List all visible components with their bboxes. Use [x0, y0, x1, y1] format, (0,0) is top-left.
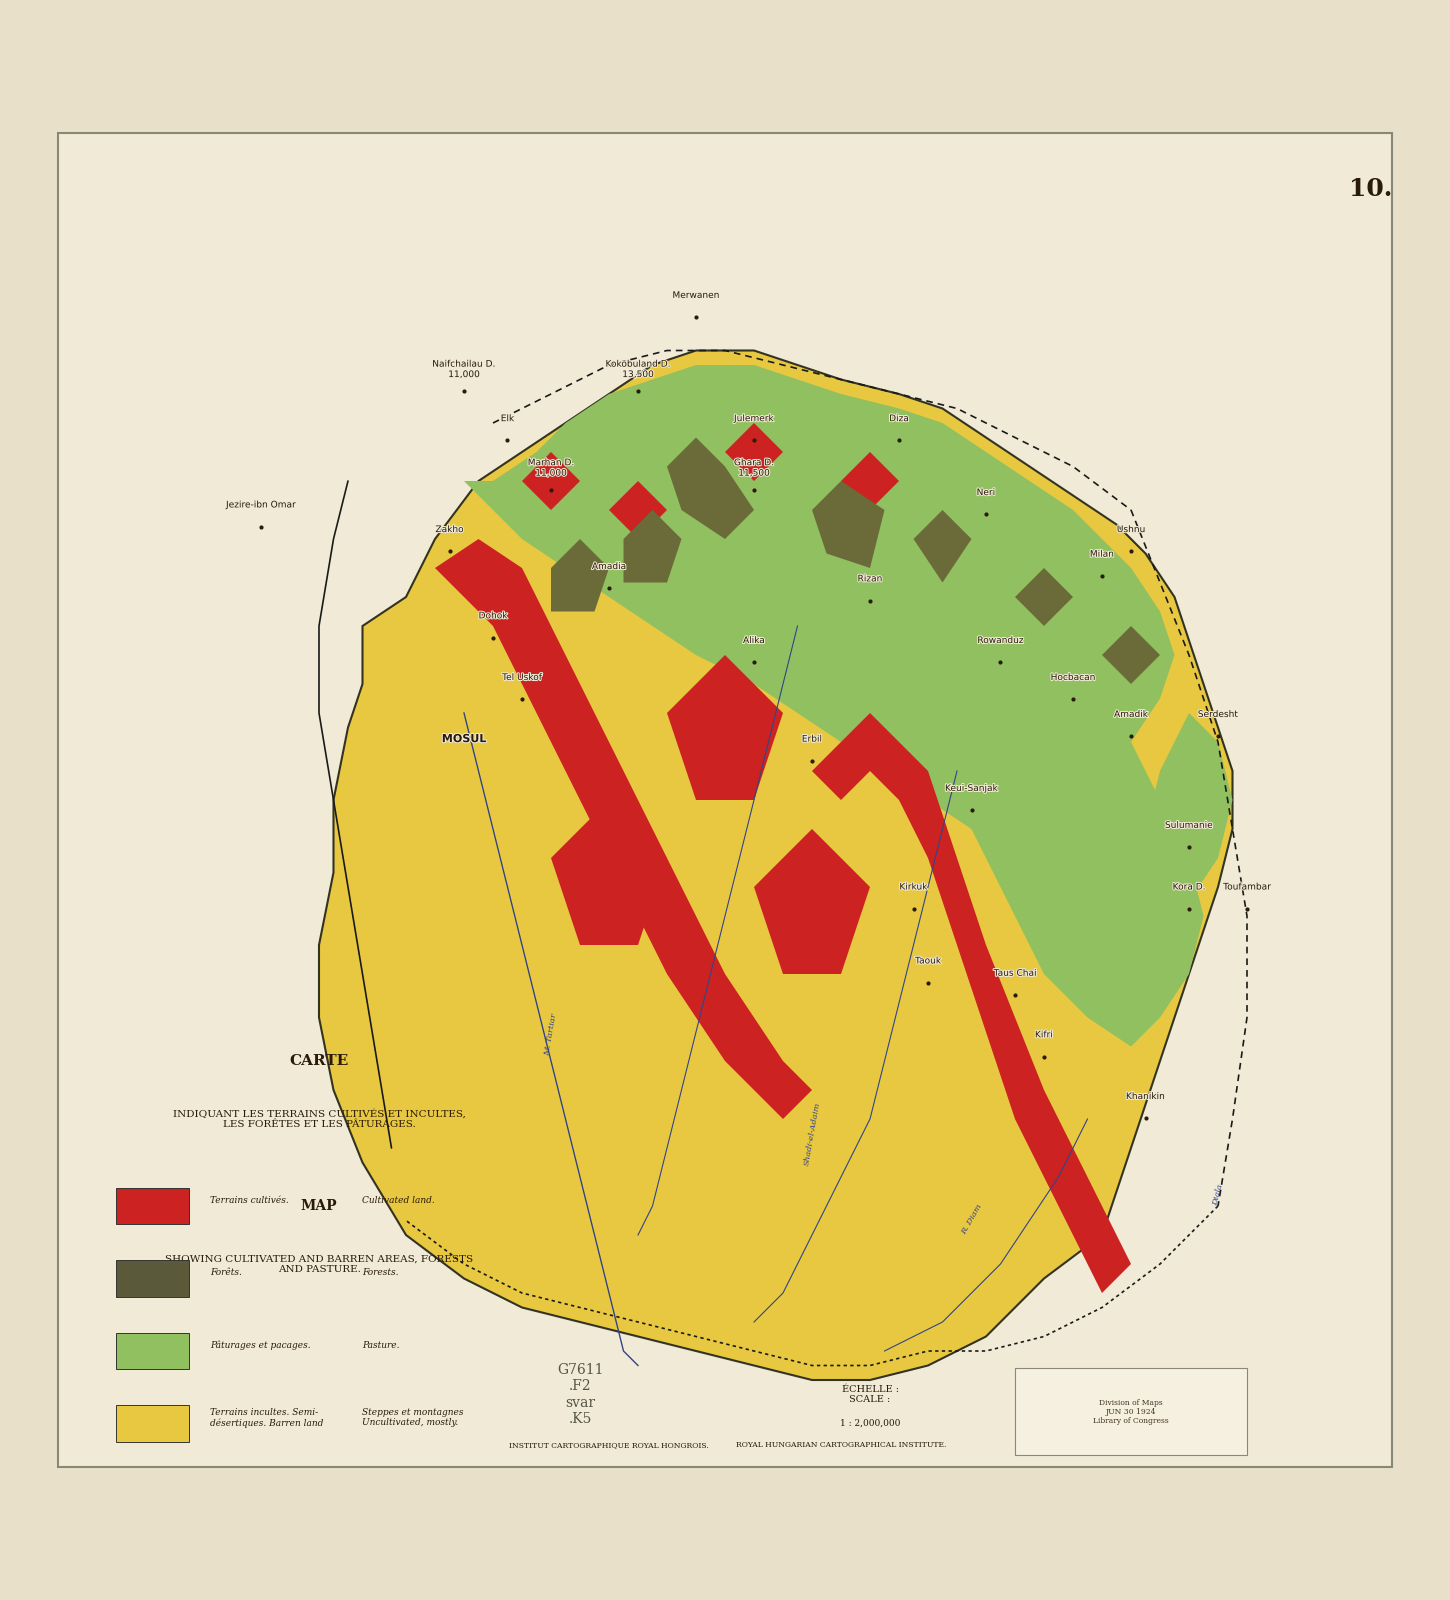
Text: ROYAL HUNGARIAN CARTOGRAPHICAL INSTITUTE.: ROYAL HUNGARIAN CARTOGRAPHICAL INSTITUTE…	[735, 1442, 947, 1450]
Text: Ushnu: Ushnu	[1116, 525, 1146, 534]
Bar	[1015, 1368, 1247, 1456]
Polygon shape	[1015, 568, 1073, 626]
Text: Sulumanie: Sulumanie	[1164, 821, 1214, 830]
Polygon shape	[667, 437, 754, 539]
Text: 10.: 10.	[1348, 176, 1392, 200]
Polygon shape	[725, 422, 783, 482]
Text: Terrains incultes. Semi-
désertiques. Barren land: Terrains incultes. Semi- désertiques. Ba…	[210, 1408, 323, 1427]
Text: Milan: Milan	[1090, 550, 1114, 558]
Bar	[116, 1333, 188, 1370]
Bar	[116, 1187, 188, 1224]
Polygon shape	[1102, 626, 1160, 683]
Polygon shape	[667, 654, 783, 800]
Text: Ghara D.
11,500: Ghara D. 11,500	[734, 458, 774, 478]
Polygon shape	[435, 539, 812, 1118]
Text: CARTE: CARTE	[290, 1054, 348, 1069]
Text: Pasture.: Pasture.	[362, 1341, 400, 1350]
Text: Terrains cultivés.: Terrains cultivés.	[210, 1195, 289, 1205]
Polygon shape	[624, 510, 682, 582]
Polygon shape	[551, 800, 667, 946]
Text: Toufambar: Toufambar	[1224, 883, 1270, 891]
Text: Historic Pic.: Historic Pic.	[458, 763, 992, 837]
Text: Diala: Diala	[1211, 1184, 1225, 1206]
Text: Zakho: Zakho	[435, 525, 464, 534]
Text: Steppes et montagnes
Uncultivated, mostly.: Steppes et montagnes Uncultivated, mostl…	[362, 1408, 464, 1427]
Text: Keui-Sanjak: Keui-Sanjak	[945, 784, 998, 794]
Polygon shape	[551, 539, 609, 611]
Text: Serdesht: Serdesht	[1198, 710, 1238, 718]
Text: R. Diam: R. Diam	[960, 1203, 983, 1237]
Text: ÉCHELLE :
SCALE :: ÉCHELLE : SCALE :	[841, 1384, 899, 1405]
Polygon shape	[319, 350, 1232, 1379]
Text: Taouk: Taouk	[915, 957, 941, 965]
Text: Julemerk: Julemerk	[734, 414, 774, 422]
Text: INDIQUANT LES TERRAINS CULTIVÉS ET INCULTES,
LES FORÊTES ET LES PÂTURAGES.: INDIQUANT LES TERRAINS CULTIVÉS ET INCUL…	[173, 1109, 465, 1130]
Text: Amadik: Amadik	[1114, 710, 1148, 718]
Text: G7611
.F2
svar
.K5: G7611 .F2 svar .K5	[557, 1363, 603, 1426]
Text: Amadia: Amadia	[592, 562, 626, 571]
Text: Diza: Diza	[889, 414, 909, 422]
Text: 1 : 2,000,000: 1 : 2,000,000	[840, 1419, 900, 1427]
Text: MAP: MAP	[300, 1198, 338, 1213]
Text: Erbil: Erbil	[802, 734, 822, 744]
Text: Kifri: Kifri	[1035, 1030, 1053, 1040]
Text: SHOWING CULTIVATED AND BARREN AREAS, FORESTS
AND PASTURE.: SHOWING CULTIVATED AND BARREN AREAS, FOR…	[165, 1254, 473, 1274]
Text: Jezire-ibn Omar: Jezire-ibn Omar	[226, 501, 296, 509]
Text: Naifchailau D.
11,000: Naifchailau D. 11,000	[432, 360, 496, 379]
Text: Neri: Neri	[977, 488, 995, 498]
Bar	[116, 1405, 188, 1442]
Polygon shape	[464, 365, 1174, 843]
Bar	[116, 1261, 188, 1296]
Text: Hocbacan: Hocbacan	[1051, 674, 1095, 682]
Text: Khanikin: Khanikin	[1127, 1093, 1164, 1101]
Text: Kokobuland D.
13,500: Kokobuland D. 13,500	[606, 360, 670, 379]
Text: M. Tartiar: M. Tartiar	[544, 1013, 558, 1056]
Polygon shape	[928, 597, 1204, 1046]
Text: Shadi-el-Adaim: Shadi-el-Adaim	[802, 1101, 822, 1166]
Polygon shape	[812, 482, 884, 568]
Text: Division of Maps
JUN 30 1924
Library of Congress: Division of Maps JUN 30 1924 Library of …	[1093, 1398, 1169, 1426]
Text: Pâturages et pacages.: Pâturages et pacages.	[210, 1341, 310, 1350]
Text: Rowanduz: Rowanduz	[977, 637, 1024, 645]
Text: Tel Uskof: Tel Uskof	[502, 674, 542, 682]
Text: Alika: Alika	[742, 637, 766, 645]
Text: Forêts.: Forêts.	[210, 1269, 242, 1277]
Text: Forests.: Forests.	[362, 1269, 399, 1277]
Text: Merwanen: Merwanen	[673, 291, 719, 299]
Polygon shape	[609, 482, 667, 539]
Text: INSTITUT CARTOGRAPHIQUE ROYAL HONGROIS.: INSTITUT CARTOGRAPHIQUE ROYAL HONGROIS.	[509, 1442, 709, 1450]
Text: MOSUL: MOSUL	[442, 734, 486, 744]
Polygon shape	[1146, 714, 1232, 901]
Text: Rizan: Rizan	[857, 574, 883, 584]
Polygon shape	[522, 451, 580, 510]
Text: Marhan D.
11,000: Marhan D. 11,000	[528, 458, 574, 478]
Polygon shape	[754, 829, 870, 974]
Text: Kirkuk: Kirkuk	[899, 883, 928, 891]
Text: Elk: Elk	[500, 414, 515, 422]
Text: Taus Chai: Taus Chai	[993, 968, 1037, 978]
Polygon shape	[812, 714, 1131, 1293]
Text: Dohok: Dohok	[478, 611, 507, 621]
Polygon shape	[914, 510, 972, 582]
Polygon shape	[841, 451, 899, 510]
Text: Cultivated land.: Cultivated land.	[362, 1195, 435, 1205]
Text: Kora D.: Kora D.	[1173, 883, 1205, 891]
